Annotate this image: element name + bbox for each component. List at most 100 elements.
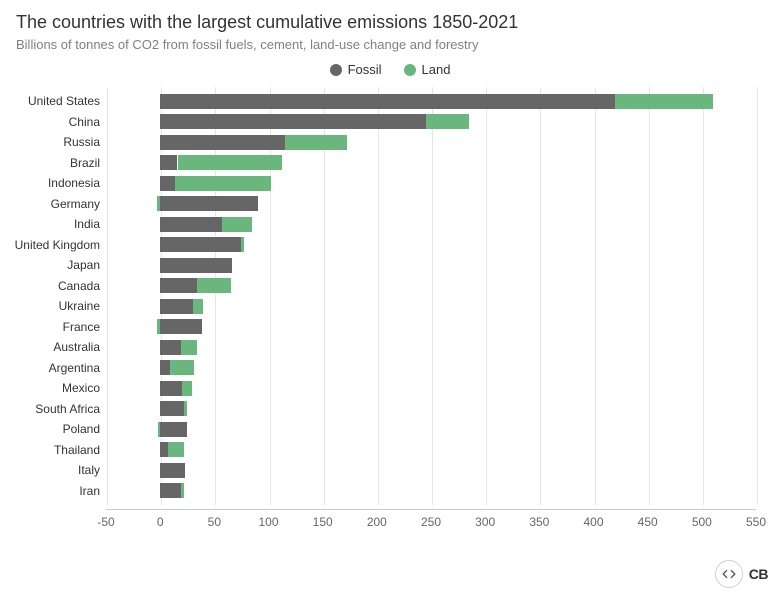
- bar-segment-land: [170, 360, 194, 375]
- bar-segment-fossil: [160, 94, 615, 109]
- legend-swatch-fossil: [330, 64, 342, 76]
- bar-segment-fossil: [160, 319, 202, 334]
- y-label: Australia: [14, 337, 100, 358]
- bar-row: Indonesia: [106, 173, 756, 194]
- x-tick: -50: [97, 515, 114, 529]
- bar-segment-fossil: [160, 299, 193, 314]
- bar-segment-land: [241, 237, 243, 252]
- y-label: Iran: [14, 481, 100, 502]
- bar-segment-fossil: [160, 360, 170, 375]
- bar-segment-land: [168, 442, 184, 457]
- legend: Fossil Land: [16, 62, 764, 77]
- bar-segment-land: [193, 299, 204, 314]
- bar-row: Russia: [106, 132, 756, 153]
- bar-row: India: [106, 214, 756, 235]
- bar-row: France: [106, 317, 756, 338]
- bar-segment-land: [157, 319, 160, 334]
- x-tick: 300: [475, 515, 495, 529]
- bar-segment-fossil: [160, 463, 185, 478]
- y-label: Germany: [14, 194, 100, 215]
- y-label: Canada: [14, 276, 100, 297]
- bar-segment-fossil: [160, 135, 285, 150]
- bar-segment-land: [197, 278, 231, 293]
- x-tick: 200: [367, 515, 387, 529]
- y-label: Italy: [14, 460, 100, 481]
- bar-row: Canada: [106, 276, 756, 297]
- y-label: Argentina: [14, 358, 100, 379]
- bar-segment-land: [175, 176, 270, 191]
- gridline: [757, 87, 758, 505]
- footer-icons: CB: [715, 560, 768, 588]
- bar-row: Argentina: [106, 358, 756, 379]
- bar-segment-fossil: [160, 217, 222, 232]
- bar-row: United Kingdom: [106, 235, 756, 256]
- y-label: Brazil: [14, 153, 100, 174]
- x-tick: 50: [208, 515, 221, 529]
- bar-segment-fossil: [160, 401, 184, 416]
- page-subtitle: Billions of tonnes of CO2 from fossil fu…: [16, 37, 764, 52]
- brand-logo: CB: [749, 566, 768, 582]
- embed-button[interactable]: [715, 560, 743, 588]
- legend-item-land: Land: [404, 62, 451, 77]
- bar-segment-fossil: [160, 483, 181, 498]
- bar-segment-fossil: [160, 155, 177, 170]
- bar-row: Australia: [106, 337, 756, 358]
- y-label: Ukraine: [14, 296, 100, 317]
- x-tick: 250: [421, 515, 441, 529]
- bar-row: South Africa: [106, 399, 756, 420]
- bar-row: Thailand: [106, 440, 756, 461]
- bar-segment-fossil: [160, 176, 175, 191]
- bar-segment-fossil: [160, 422, 187, 437]
- bar-row: Italy: [106, 460, 756, 481]
- y-label: France: [14, 317, 100, 338]
- bar-segment-land: [615, 94, 713, 109]
- chart: United StatesChinaRussiaBrazilIndonesiaG…: [16, 87, 764, 547]
- legend-item-fossil: Fossil: [330, 62, 382, 77]
- bars-area: United StatesChinaRussiaBrazilIndonesiaG…: [106, 91, 756, 501]
- bar-segment-fossil: [160, 196, 258, 211]
- bar-segment-fossil: [160, 114, 425, 129]
- bar-row: Mexico: [106, 378, 756, 399]
- y-label: China: [14, 112, 100, 133]
- page-title: The countries with the largest cumulativ…: [16, 12, 764, 33]
- bar-segment-land: [182, 381, 192, 396]
- bar-row: United States: [106, 91, 756, 112]
- legend-label-land: Land: [422, 62, 451, 77]
- bar-segment-land: [222, 217, 252, 232]
- bar-row: Poland: [106, 419, 756, 440]
- y-label: South Africa: [14, 399, 100, 420]
- y-label: Thailand: [14, 440, 100, 461]
- legend-swatch-land: [404, 64, 416, 76]
- y-label: Russia: [14, 132, 100, 153]
- code-icon: [722, 567, 736, 581]
- bar-row: Iran: [106, 481, 756, 502]
- y-label: India: [14, 214, 100, 235]
- bar-segment-fossil: [160, 237, 241, 252]
- x-tick: 350: [529, 515, 549, 529]
- x-tick: 400: [583, 515, 603, 529]
- bar-segment-land: [157, 196, 160, 211]
- bar-segment-fossil: [160, 381, 182, 396]
- bar-segment-land: [285, 135, 347, 150]
- bar-row: China: [106, 112, 756, 133]
- y-label: United Kingdom: [14, 235, 100, 256]
- bar-row: Brazil: [106, 153, 756, 174]
- bar-row: Ukraine: [106, 296, 756, 317]
- bar-row: Japan: [106, 255, 756, 276]
- y-label: Mexico: [14, 378, 100, 399]
- y-label: Indonesia: [14, 173, 100, 194]
- y-label: Japan: [14, 255, 100, 276]
- x-tick: 450: [638, 515, 658, 529]
- y-label: United States: [14, 91, 100, 112]
- bar-segment-fossil: [160, 442, 168, 457]
- y-label: Poland: [14, 419, 100, 440]
- bar-segment-land: [158, 422, 160, 437]
- bar-segment-land: [184, 401, 187, 416]
- bar-segment-fossil: [160, 340, 181, 355]
- bar-row: Germany: [106, 194, 756, 215]
- bar-segment-land: [178, 155, 282, 170]
- bar-segment-fossil: [160, 258, 232, 273]
- bar-segment-land: [181, 340, 197, 355]
- x-tick: 0: [157, 515, 164, 529]
- bar-segment-land: [426, 114, 469, 129]
